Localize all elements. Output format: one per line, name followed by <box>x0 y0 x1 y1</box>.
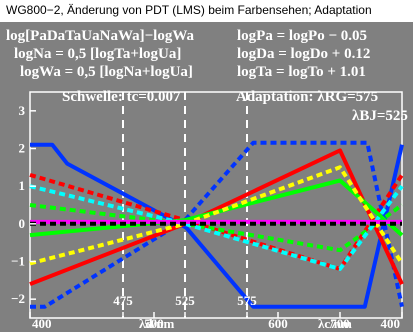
series-line-5 <box>29 178 404 238</box>
y-tick-label: −2 <box>11 291 25 306</box>
y-tick-label: 0 <box>19 216 26 231</box>
x-tick-label: 475 <box>113 293 133 308</box>
x-axis: 400 475 500 525 575 600 700 400 <box>29 293 403 331</box>
annotation-right-3: logTa = logTo + 1.01 <box>237 64 366 80</box>
series-line-8 <box>29 184 404 271</box>
chart-title: WG800−2, Änderung von PDT (LMS) beim Far… <box>6 3 372 17</box>
x-tick-label: 400 <box>381 316 401 331</box>
annotation-left-2: logNa = 0,5 [logTa+logUa] <box>14 46 181 62</box>
annotation-right-5: λBJ=525 <box>352 108 408 124</box>
series-line-1 <box>30 142 404 309</box>
x-tick-label: 575 <box>237 293 257 308</box>
x-tick-label: 525 <box>175 293 195 308</box>
annotation-left-4: Schwelle: tc=0.007 <box>62 89 181 105</box>
annotations-right: logPa = logPo − 0.05 logDa = logDo + 0.1… <box>236 28 408 124</box>
y-axis: −2 −1 0 1 2 3 <box>11 103 36 306</box>
plot-area <box>29 91 403 319</box>
series-group <box>29 140 404 309</box>
series-line-2 <box>30 140 404 309</box>
series-line-7 <box>29 165 404 266</box>
y-tick-label: 3 <box>19 103 26 118</box>
annotations-left: log[PaDaTaUaNaWa]−logWa logNa = 0,5 [log… <box>6 28 195 105</box>
y-tick-label: −1 <box>11 254 25 269</box>
annotation-left-1: log[PaDaTaUaNaWa]−logWa <box>6 28 195 44</box>
x-axis-label-2: λc/nm <box>318 316 352 331</box>
x-tick-label: 700 <box>330 316 350 331</box>
x-tick-label: 600 <box>268 316 288 331</box>
annotation-right-2: logDa = logDo + 0.12 <box>237 46 370 62</box>
annotation-right-4: Adaptation: λRG=575 <box>236 89 378 105</box>
y-tick-label: 1 <box>19 178 26 193</box>
y-tick-label: 2 <box>19 141 26 156</box>
x-axis-label-1: λd/nm <box>139 316 174 331</box>
annotation-left-3: logWa = 0,5 [logNa+logUa] <box>20 64 193 80</box>
annotation-right-1: logPa = logPo − 0.05 <box>237 28 367 44</box>
x-tick-label: 400 <box>32 316 52 331</box>
x-tick-label: 500 <box>144 316 164 331</box>
